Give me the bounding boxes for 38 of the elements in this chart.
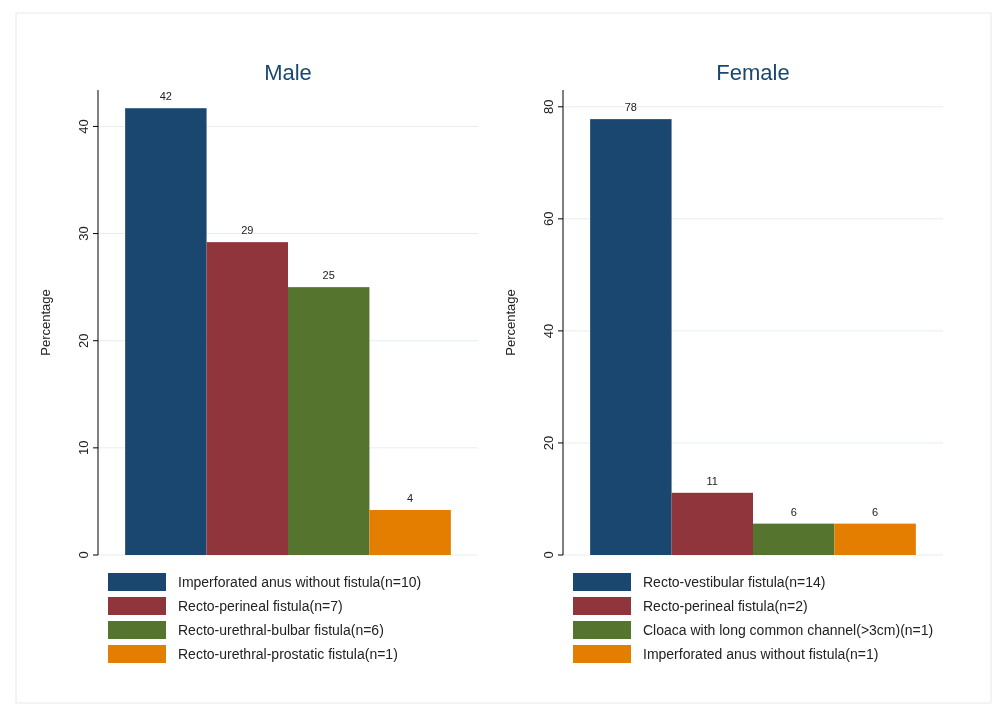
legend-label: Cloaca with long common channel(>3cm)(n=1) [643,622,934,638]
bar [288,287,370,555]
y-tick-label: 40 [541,323,556,339]
y-tick-label: 40 [76,119,91,134]
y-tick-label: 20 [76,333,91,348]
data-label: 78 [624,101,637,114]
bar [753,523,835,555]
data-label: 4 [407,492,414,504]
data-label: 29 [241,224,254,237]
bar [369,510,451,555]
legend-label: Recto-urethral-prostatic fistula(n=1) [178,646,398,662]
bar [590,119,672,555]
legend-label: Recto-vestibular fistula(n=14) [643,574,826,590]
data-label: 6 [790,505,797,518]
legend-label: Imperforated anus without fistula(n=10) [178,574,422,590]
y-tick-label: 0 [76,551,91,559]
y-axis-title: Percentage [38,289,53,356]
y-axis-title: Percentage [503,289,518,356]
y-tick-label: 20 [541,435,556,451]
data-label: 42 [159,90,172,103]
y-tick-label: 10 [76,440,91,456]
data-label: 6 [872,505,879,518]
y-tick-label: 80 [541,99,556,115]
y-tick-label: 0 [541,551,556,559]
y-tick-label: 60 [541,211,556,227]
data-label: 25 [322,269,335,282]
legend-label: Imperforated anus without fistula(n=1) [643,646,879,662]
legend-label: Recto-perineal fistula(n=2) [643,598,808,614]
bar [671,492,753,555]
bar [125,108,207,555]
chart-title: Female [716,60,790,85]
legend-label: Recto-urethral-bulbar fistula(n=6) [178,622,384,638]
bar [834,523,916,555]
y-tick-label: 30 [76,226,91,241]
chart-title: Male [264,60,312,85]
data-label: 11 [706,474,718,487]
bar [206,242,288,555]
legend-label: Recto-perineal fistula(n=7) [178,598,343,614]
